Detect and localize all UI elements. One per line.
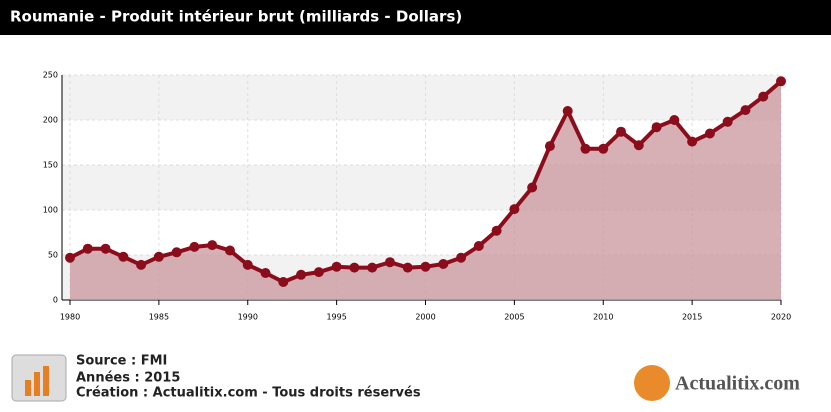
y-tick-label: 250 bbox=[43, 71, 58, 80]
point bbox=[687, 136, 698, 147]
point bbox=[118, 251, 129, 262]
point bbox=[207, 240, 218, 251]
x-tick-label: 2020 bbox=[771, 313, 791, 322]
x-tick-label: 1990 bbox=[238, 313, 258, 322]
y-tick-label: 0 bbox=[53, 296, 58, 305]
plot: 0 50 100 150 200 250 1980 1985 1990 1995 2000 2005 2… bbox=[43, 71, 791, 322]
point bbox=[491, 225, 502, 236]
icon-bar bbox=[43, 366, 49, 396]
point bbox=[100, 243, 111, 254]
icon-bar bbox=[25, 380, 31, 396]
point bbox=[189, 241, 200, 252]
point bbox=[296, 269, 307, 280]
point bbox=[456, 252, 467, 263]
y-tick-label: 150 bbox=[43, 161, 58, 170]
globe bbox=[634, 365, 670, 401]
x-tick-label: 2000 bbox=[415, 313, 435, 322]
x-tick-label: 1980 bbox=[60, 313, 80, 322]
x-tick-label: 2015 bbox=[682, 313, 702, 322]
point bbox=[509, 204, 520, 215]
point bbox=[651, 122, 662, 133]
point bbox=[633, 140, 644, 151]
point bbox=[616, 126, 627, 137]
area bbox=[70, 81, 781, 300]
years: Années : 2015 bbox=[76, 371, 180, 386]
point bbox=[438, 259, 449, 269]
point bbox=[82, 243, 93, 254]
point bbox=[136, 259, 147, 270]
point bbox=[313, 267, 324, 278]
point bbox=[153, 251, 164, 262]
x-tick-label: 1995 bbox=[326, 313, 346, 322]
y-tick-label: 50 bbox=[48, 251, 58, 260]
point bbox=[758, 91, 769, 102]
point bbox=[171, 247, 182, 258]
x-tick-label: 2010 bbox=[593, 313, 613, 322]
point bbox=[260, 268, 271, 278]
point bbox=[722, 116, 733, 127]
y-tick-label: 200 bbox=[43, 116, 58, 125]
point bbox=[420, 261, 431, 272]
header-bar bbox=[0, 0, 831, 35]
footer bbox=[0, 340, 831, 412]
logo-text: Actualitix.com bbox=[675, 373, 800, 395]
point bbox=[580, 143, 591, 154]
chart-title: Roumanie - Produit intérieur brut (milli… bbox=[10, 8, 462, 26]
point bbox=[278, 277, 289, 287]
x-tick-label: 2005 bbox=[504, 313, 524, 322]
creation: Création : Actualitix.com - Tous droits … bbox=[76, 386, 421, 401]
point bbox=[224, 245, 235, 256]
point bbox=[704, 128, 715, 139]
point bbox=[331, 261, 342, 272]
point bbox=[598, 143, 609, 154]
source: Source : FMI bbox=[76, 354, 167, 369]
x-tick-label: 1985 bbox=[149, 313, 169, 322]
point bbox=[669, 115, 680, 125]
point bbox=[776, 76, 786, 87]
point bbox=[544, 141, 555, 152]
point bbox=[367, 262, 378, 273]
point bbox=[473, 241, 484, 251]
point bbox=[527, 182, 538, 193]
icon-bar bbox=[34, 372, 40, 396]
band bbox=[62, 75, 781, 120]
point bbox=[242, 259, 253, 270]
y-tick-label: 100 bbox=[43, 206, 58, 215]
point bbox=[65, 252, 75, 263]
point bbox=[349, 262, 360, 273]
point bbox=[384, 257, 395, 268]
point bbox=[402, 262, 413, 273]
point bbox=[562, 106, 573, 116]
point bbox=[740, 105, 751, 116]
